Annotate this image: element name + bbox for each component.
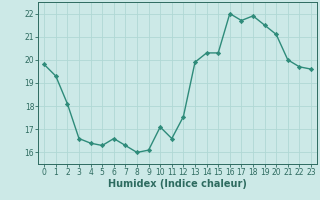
X-axis label: Humidex (Indice chaleur): Humidex (Indice chaleur) (108, 179, 247, 189)
